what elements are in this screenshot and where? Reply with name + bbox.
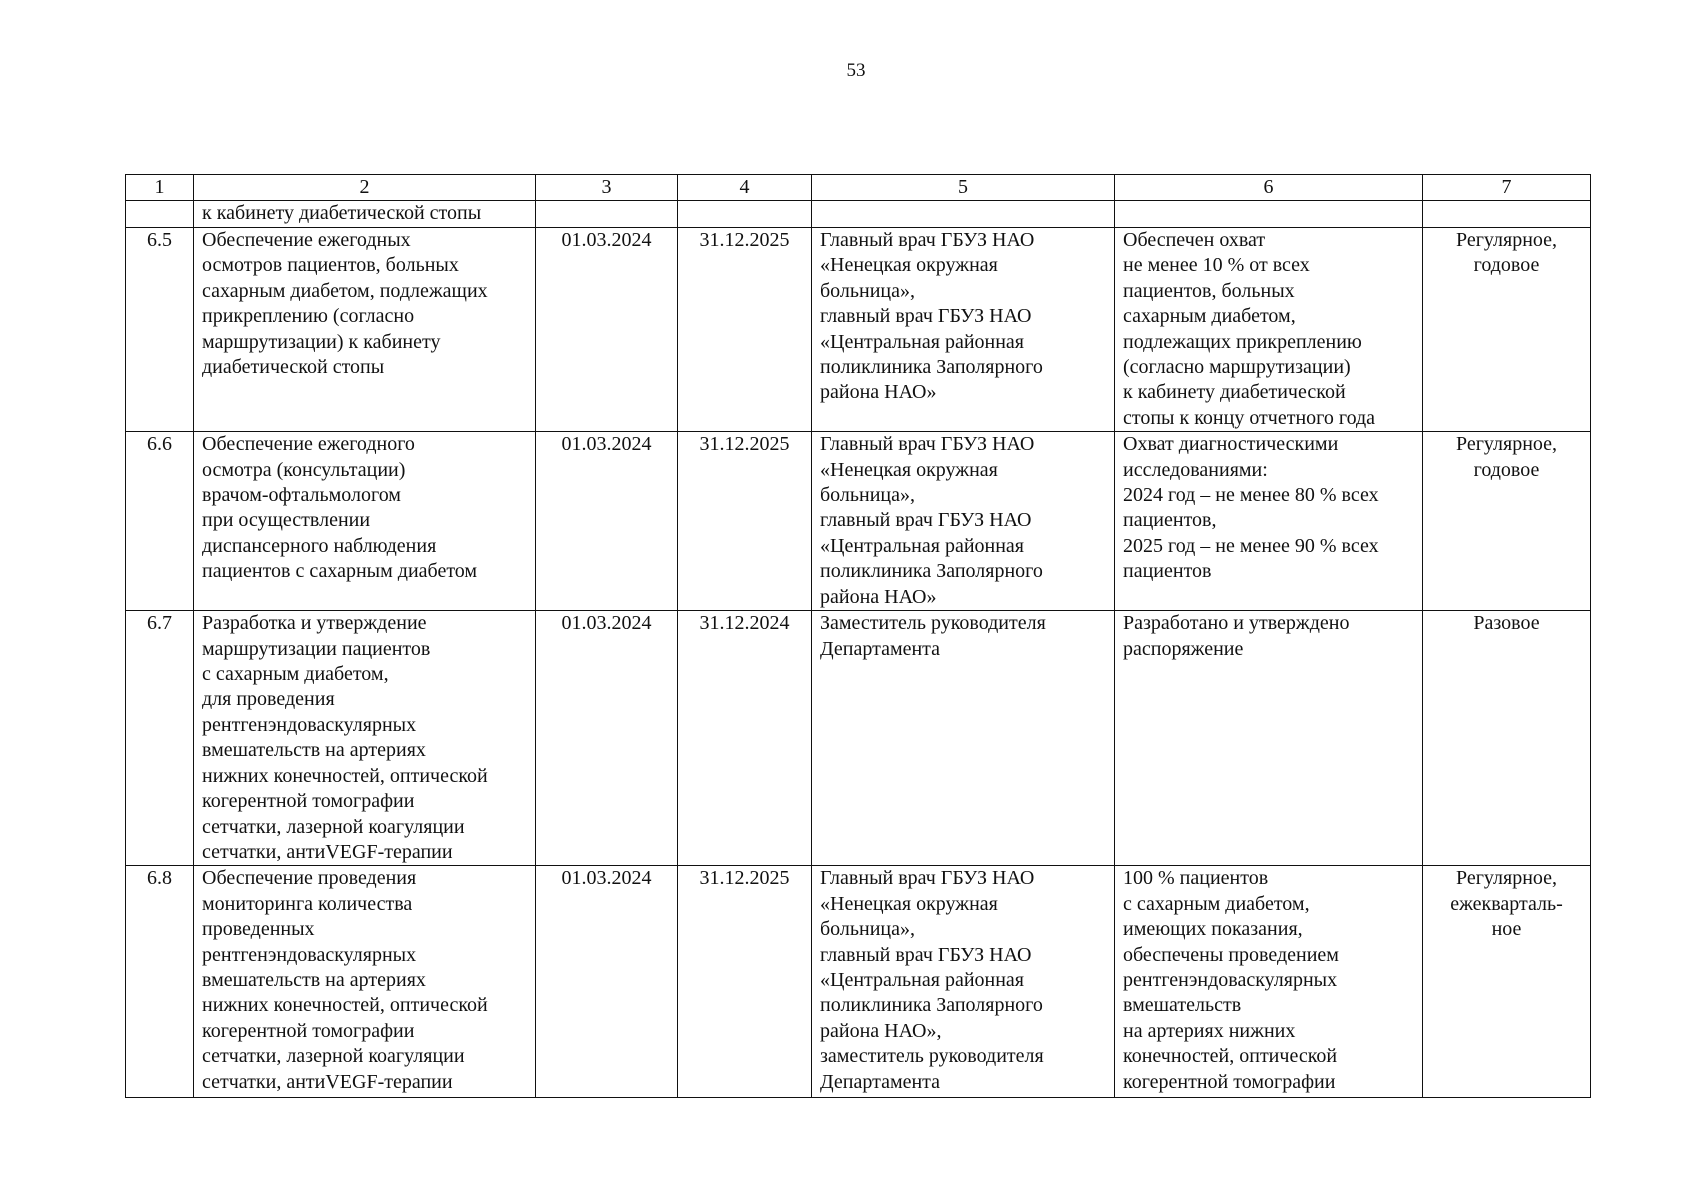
cell-activity: Обеспечение ежегодных осмотров пациентов… xyxy=(193,226,536,433)
cell-type: Регулярное, ежекварталь- ное xyxy=(1422,865,1591,1099)
table-cell xyxy=(811,200,1115,228)
cell-num: 6.7 xyxy=(125,610,194,867)
column-header: 5 xyxy=(811,174,1115,201)
cell-end: 31.12.2025 xyxy=(677,865,812,1099)
column-header: 4 xyxy=(677,174,812,201)
column-header: 6 xyxy=(1114,174,1423,201)
cell-end: 31.12.2025 xyxy=(677,226,812,433)
cell-result: Обеспечен охват не менее 10 % от всех па… xyxy=(1114,226,1423,433)
cell-type: Разовое xyxy=(1422,610,1591,867)
column-header: 2 xyxy=(193,174,536,201)
cell-start: 01.03.2024 xyxy=(535,610,678,867)
page-number: 53 xyxy=(846,60,866,81)
column-header: 3 xyxy=(535,174,678,201)
table-row: 6.8 Обеспечение проведения мониторинга ко… xyxy=(125,865,1591,1099)
table-cell xyxy=(1114,200,1423,228)
cell-end: 31.12.2024 xyxy=(677,610,812,867)
cell-responsible: Главный врач ГБУЗ НАО «Ненецкая окружная… xyxy=(811,226,1115,433)
cell-type: Регулярное, годовое xyxy=(1422,226,1591,433)
column-header: 1 xyxy=(125,174,194,201)
table-row: 6.7 Разработка и утверждение маршрутизаци… xyxy=(125,610,1591,867)
table-cell: к кабинету диабетической стопы xyxy=(193,200,536,228)
cell-num: 6.5 xyxy=(125,226,194,433)
continuation-row: к кабинету диабетической стопы xyxy=(125,200,1591,228)
column-number-row: 1 2 3 4 5 6 7 xyxy=(125,174,1591,201)
table-cell xyxy=(535,200,678,228)
cell-start: 01.03.2024 xyxy=(535,226,678,433)
cell-result: Разработано и утверждено распоряжение xyxy=(1114,610,1423,867)
table-row: 6.6 Обеспечение ежегодного осмотра (консу… xyxy=(125,431,1591,612)
cell-activity: Разработка и утверждение маршрутизации п… xyxy=(193,610,536,867)
cell-responsible: Заместитель руководителя Департамента xyxy=(811,610,1115,867)
table-row: 6.5 Обеспечение ежегодных осмотров пациен… xyxy=(125,226,1591,433)
cell-num: 6.8 xyxy=(125,865,194,1099)
cell-type: Регулярное, годовое xyxy=(1422,431,1591,612)
cell-start: 01.03.2024 xyxy=(535,865,678,1099)
cell-responsible: Главный врач ГБУЗ НАО «Ненецкая окружная… xyxy=(811,431,1115,612)
table-cell xyxy=(125,200,194,228)
activities-table: 1 2 3 4 5 6 7 к кабинету диабетической с… xyxy=(125,174,1591,1099)
cell-result: Охват диагностическими исследованиями: 2… xyxy=(1114,431,1423,612)
cell-responsible: Главный врач ГБУЗ НАО «Ненецкая окружная… xyxy=(811,865,1115,1099)
cell-activity: Обеспечение проведения мониторинга колич… xyxy=(193,865,536,1099)
cell-num: 6.6 xyxy=(125,431,194,612)
cell-activity: Обеспечение ежегодного осмотра (консульт… xyxy=(193,431,536,612)
table-cell xyxy=(677,200,812,228)
column-header: 7 xyxy=(1422,174,1591,201)
table-cell xyxy=(1422,200,1591,228)
cell-end: 31.12.2025 xyxy=(677,431,812,612)
cell-start: 01.03.2024 xyxy=(535,431,678,612)
cell-result: 100 % пациентов с сахарным диабетом, име… xyxy=(1114,865,1423,1099)
